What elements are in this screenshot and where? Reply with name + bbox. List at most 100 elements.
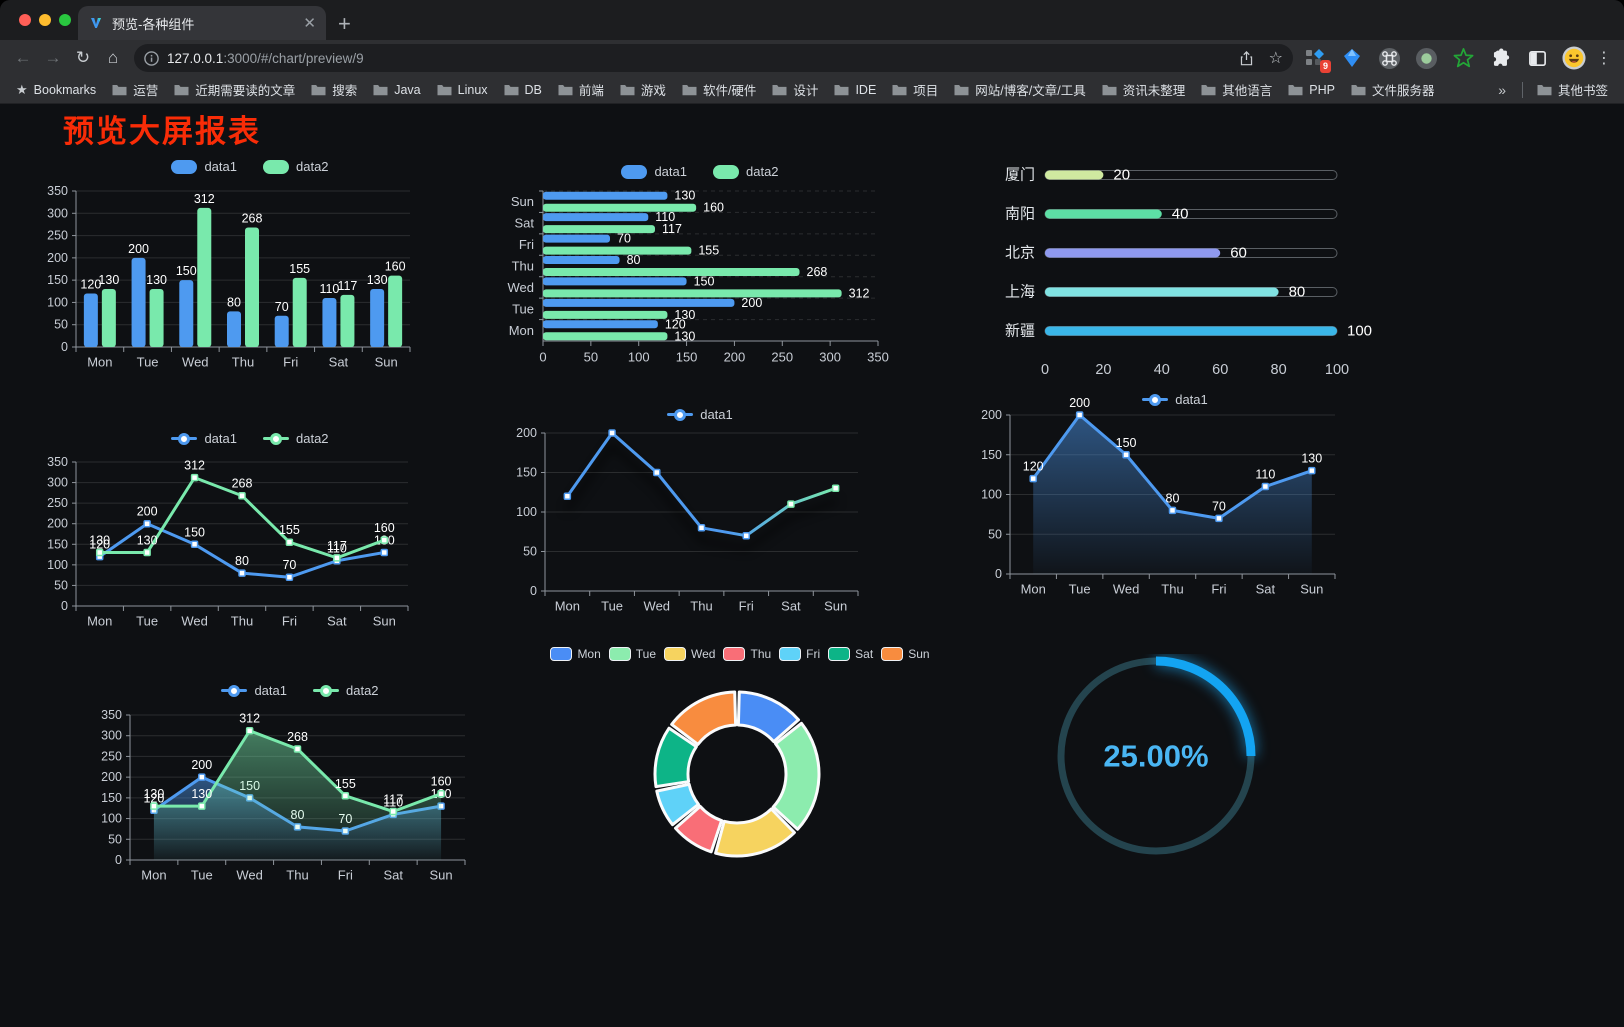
legend-item-data1[interactable]: data1 bbox=[621, 164, 687, 179]
command-extension-icon[interactable] bbox=[1377, 46, 1401, 70]
bar-vertical-svg[interactable]: 0 50 100 150 200 250 300 350 Mon Tue Wed Thu Fri Sat S… bbox=[40, 149, 460, 377]
green-star-extension-icon[interactable] bbox=[1451, 46, 1475, 70]
bookmark-item[interactable]: 项目 bbox=[884, 78, 946, 101]
donut-svg[interactable] bbox=[540, 641, 940, 879]
home-icon[interactable]: ⌂ bbox=[107, 48, 119, 67]
bookmark-item[interactable]: 软件/硬件 bbox=[674, 78, 764, 101]
new-tab-button[interactable]: + bbox=[338, 11, 351, 36]
bookmark-item[interactable]: 网站/博客/文章/工具 bbox=[946, 78, 1093, 101]
bookmark-item[interactable]: IDE bbox=[826, 78, 884, 101]
svg-text:100: 100 bbox=[628, 350, 650, 365]
svg-text:50: 50 bbox=[108, 832, 122, 846]
puzzle-extensions-icon[interactable] bbox=[1488, 46, 1512, 70]
bookmark-item[interactable]: 其他语言 bbox=[1193, 78, 1280, 101]
legend-marker-icon bbox=[263, 432, 289, 445]
bookmark-item[interactable]: Java bbox=[365, 78, 428, 101]
url-text[interactable]: 127.0.0.1:3000/#/chart/preview/9 bbox=[167, 50, 364, 66]
legend-item-Fri[interactable]: Fri bbox=[779, 647, 820, 661]
profile-avatar[interactable] bbox=[1562, 46, 1586, 70]
tab-close-icon[interactable]: ✕ bbox=[303, 15, 316, 32]
svg-text:Wed: Wed bbox=[181, 614, 208, 629]
folder-icon bbox=[834, 84, 849, 95]
site-info-icon[interactable] bbox=[144, 50, 159, 66]
chart-grouped-bar[interactable]: 0 50 100 150 200 250 300 350 Mon Tue Wed Thu Fri Sat S… bbox=[40, 149, 460, 377]
bookmark-item[interactable]: 游戏 bbox=[612, 78, 674, 101]
svg-text:上海: 上海 bbox=[1005, 284, 1035, 301]
bookmark-item[interactable]: 资讯未整理 bbox=[1094, 78, 1194, 101]
reload-icon[interactable]: ↻ bbox=[75, 48, 91, 67]
line-gradient-svg[interactable]: 0 50 100 150 200 Mon Tue Wed Thu Fri Sat Sun bbox=[500, 399, 900, 627]
legend-item-data2[interactable]: data2 bbox=[313, 683, 379, 698]
legend-item-Tue[interactable]: Tue bbox=[608, 647, 656, 661]
folder-icon bbox=[620, 84, 635, 95]
chart-horizontal-bar[interactable]: 0 50 100 150 200 250 300 350 Sun 130 160 Sat 110 117 F… bbox=[500, 149, 900, 381]
svg-text:160: 160 bbox=[385, 260, 406, 274]
chart-line-two-series[interactable]: 0 50 100 150 200 250 300 350 Mon Tue Wed Thu Fri Sat S… bbox=[40, 422, 460, 654]
svg-text:新疆: 新疆 bbox=[1005, 323, 1035, 340]
svg-text:Fri: Fri bbox=[739, 599, 754, 614]
bookmarks-manager-item[interactable]: ★ Bookmarks bbox=[8, 80, 104, 100]
forward-icon[interactable]: → bbox=[44, 48, 62, 67]
address-bar[interactable]: 127.0.0.1:3000/#/chart/preview/9 ☆ bbox=[134, 44, 1293, 72]
other-bookmarks-item[interactable]: 其他书签 bbox=[1529, 78, 1616, 101]
zoom-window-button[interactable] bbox=[59, 14, 71, 26]
gauge-svg[interactable]: 25.00% bbox=[1040, 654, 1280, 869]
line-two-series-svg[interactable]: 0 50 100 150 200 250 300 350 Mon Tue Wed Thu Fri Sat S… bbox=[40, 422, 460, 654]
legend-item-Mon[interactable]: Mon bbox=[550, 647, 601, 661]
bookmark-item[interactable]: 近期需要读的文章 bbox=[166, 78, 303, 101]
bookmark-item[interactable]: Linux bbox=[429, 78, 496, 101]
chart-line-area[interactable]: 0 50 100 150 200 Mon Tue Wed Thu Fri Sat Sun 120 200 1… bbox=[965, 386, 1385, 604]
chart-line-gradient[interactable]: 0 50 100 150 200 Mon Tue Wed Thu Fri Sat Sun data1 bbox=[500, 399, 900, 627]
bookmark-item[interactable]: 前端 bbox=[550, 78, 612, 101]
side-panel-icon[interactable] bbox=[1525, 46, 1549, 70]
legend-item-data2[interactable]: data2 bbox=[263, 159, 329, 174]
legend-item-Thu[interactable]: Thu bbox=[723, 647, 771, 661]
bookmark-item[interactable]: 设计 bbox=[764, 78, 826, 101]
share-icon[interactable] bbox=[1238, 50, 1255, 67]
bookmark-item[interactable]: 文件服务器 bbox=[1343, 78, 1443, 101]
minimize-window-button[interactable] bbox=[39, 14, 51, 26]
legend-item-Sat[interactable]: Sat bbox=[828, 647, 873, 661]
chart-gauge-progress[interactable]: 25.00% bbox=[1040, 654, 1280, 869]
legend-item-data2[interactable]: data2 bbox=[713, 164, 779, 179]
close-window-button[interactable] bbox=[19, 14, 31, 26]
svg-text:Tue: Tue bbox=[191, 868, 213, 883]
back-icon[interactable]: ← bbox=[14, 48, 32, 67]
bookmarks-overflow-chevron[interactable]: » bbox=[1498, 81, 1506, 98]
svg-text:130: 130 bbox=[1301, 452, 1322, 466]
chart-donut[interactable]: Mon Tue Wed Thu Fri Sat Sun bbox=[540, 641, 940, 879]
tampermonkey-extension-icon[interactable]: 9 bbox=[1303, 46, 1331, 73]
legend-item-data1[interactable]: data1 bbox=[171, 159, 237, 174]
svg-text:Fri: Fri bbox=[519, 237, 534, 252]
legend-item-Sun[interactable]: Sun bbox=[881, 647, 930, 661]
bookmark-item[interactable]: 运营 bbox=[104, 78, 166, 101]
bookmark-item[interactable]: PHP bbox=[1280, 78, 1343, 101]
svg-text:268: 268 bbox=[232, 477, 253, 491]
svg-text:200: 200 bbox=[191, 758, 212, 772]
folder-icon bbox=[558, 84, 573, 95]
progress-bars-svg[interactable]: 厦门 20 南阳 40 北京 60 上海 80 新疆 100 0 20 40 60 80 100 bbox=[965, 149, 1385, 394]
legend-item-data1[interactable]: data1 bbox=[221, 683, 287, 698]
svg-text:120: 120 bbox=[89, 538, 110, 552]
gem-extension-icon[interactable] bbox=[1340, 46, 1364, 70]
line-area-two-series-svg[interactable]: 0 50 100 150 200 250 300 350 Mon Tue Wed Thu Fri Sat S… bbox=[100, 676, 500, 894]
line-area-single-svg[interactable]: 0 50 100 150 200 Mon Tue Wed Thu Fri Sat Sun 120 200 1… bbox=[965, 386, 1385, 604]
chart-progress-bars[interactable]: 厦门 20 南阳 40 北京 60 上海 80 新疆 100 0 20 40 60 80 100 bbox=[965, 149, 1385, 394]
svg-text:312: 312 bbox=[849, 286, 870, 300]
legend-item-data1[interactable]: data1 bbox=[171, 431, 237, 446]
legend-item-data1[interactable]: data1 bbox=[1142, 392, 1208, 407]
folder-icon bbox=[174, 84, 189, 95]
bookmark-item[interactable]: DB bbox=[496, 78, 550, 101]
browser-tab[interactable]: 预览-各种组件 ✕ bbox=[78, 6, 326, 40]
chart-legend: Mon Tue Wed Thu Fri Sat Sun bbox=[540, 647, 940, 661]
bookmark-star-icon[interactable]: ☆ bbox=[1268, 50, 1283, 67]
legend-item-Wed[interactable]: Wed bbox=[664, 647, 715, 661]
chart-line-area-two-series[interactable]: 0 50 100 150 200 250 300 350 Mon Tue Wed Thu Fri Sat S… bbox=[100, 676, 500, 894]
svg-text:Tue: Tue bbox=[601, 599, 623, 614]
legend-item-data2[interactable]: data2 bbox=[263, 431, 329, 446]
legend-item-data1[interactable]: data1 bbox=[667, 407, 733, 422]
browser-menu-icon[interactable]: ⋮ bbox=[1596, 50, 1612, 67]
recorder-extension-icon[interactable] bbox=[1414, 46, 1438, 70]
bookmark-item[interactable]: 搜索 bbox=[303, 78, 365, 101]
